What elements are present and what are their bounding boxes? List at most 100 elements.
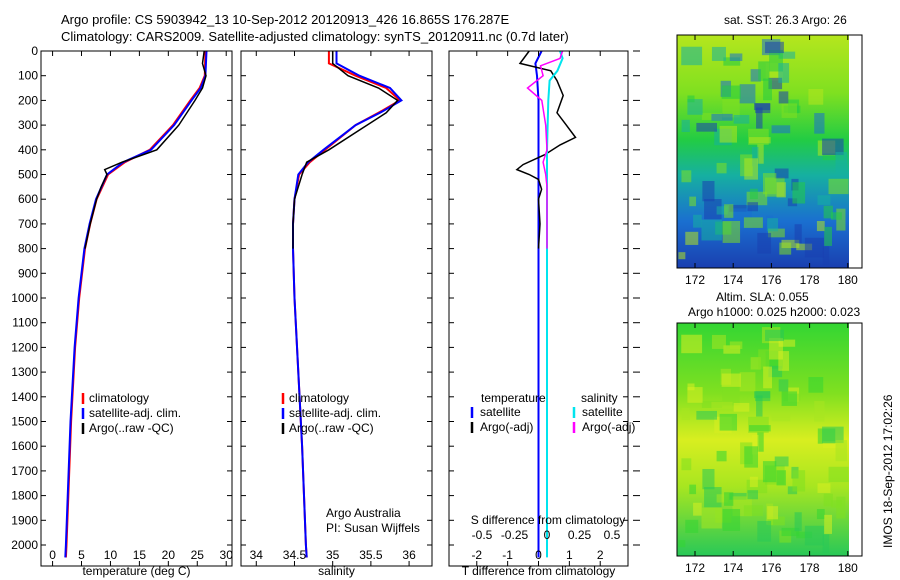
sla-map-title-2: Argo h1000: 0.025 h2000: 0.023 bbox=[688, 305, 861, 319]
map-cell bbox=[678, 252, 686, 260]
map-cell bbox=[701, 219, 722, 241]
map-cell bbox=[716, 206, 728, 215]
map-cell bbox=[817, 195, 831, 205]
lon-tick-label: 172 bbox=[685, 273, 705, 287]
map-cell bbox=[719, 413, 738, 431]
map-cell bbox=[711, 401, 733, 409]
map-cell bbox=[729, 341, 743, 350]
x-tick-label: 35 bbox=[326, 548, 340, 562]
map-cell bbox=[823, 493, 833, 507]
map-cell bbox=[689, 196, 697, 207]
title-line-2: Climatology: CARS2009. Satellite-adjuste… bbox=[61, 29, 569, 44]
plot-frame bbox=[240, 50, 433, 567]
lon-tick-label: 180 bbox=[838, 273, 858, 287]
map-cell bbox=[689, 484, 697, 495]
map-cell bbox=[711, 113, 733, 121]
map-cell bbox=[774, 168, 789, 179]
y-tick-label: 1200 bbox=[11, 340, 38, 354]
map-cell bbox=[754, 391, 771, 399]
map-cell bbox=[767, 228, 785, 238]
map-cell bbox=[750, 69, 761, 82]
map-cell bbox=[808, 89, 824, 105]
map-cell bbox=[721, 85, 741, 99]
legend-salinity-title: salinity bbox=[581, 391, 618, 405]
x-tick-label: 36 bbox=[402, 548, 416, 562]
map-cell bbox=[681, 458, 692, 471]
legend-label: satellite bbox=[582, 405, 623, 419]
legend-temperature-title: temperature bbox=[481, 391, 546, 405]
map-cell bbox=[804, 237, 824, 258]
map-cell bbox=[822, 138, 844, 156]
map-cell bbox=[733, 114, 750, 124]
y-tick-label: 400 bbox=[18, 143, 38, 157]
series-argo-raw-qc- bbox=[292, 51, 399, 249]
lon-tick-label: 176 bbox=[761, 273, 781, 287]
y-tick-label: 1000 bbox=[11, 291, 38, 305]
map-cell bbox=[823, 205, 833, 219]
x-axis-label: salinity bbox=[318, 564, 355, 578]
y-tick-label: 1400 bbox=[11, 390, 38, 404]
map-cell bbox=[747, 202, 759, 212]
map-cell bbox=[750, 357, 761, 370]
map-cell bbox=[778, 63, 790, 83]
map-cell bbox=[796, 531, 813, 539]
map-cell bbox=[830, 212, 842, 220]
map-cell bbox=[678, 540, 686, 548]
map-cell bbox=[687, 95, 695, 103]
series-satellite-adj-clim- bbox=[64, 50, 208, 558]
map-cell bbox=[762, 173, 777, 195]
map-cell bbox=[768, 365, 783, 378]
map-cell bbox=[778, 351, 790, 371]
map-cell bbox=[693, 502, 702, 516]
map-cell bbox=[722, 99, 740, 118]
y-tick-label: 1100 bbox=[12, 316, 38, 330]
map-cell bbox=[794, 512, 802, 532]
map-cell bbox=[781, 391, 797, 406]
map-cell bbox=[822, 153, 845, 161]
legend-label: climatology bbox=[89, 391, 149, 405]
map-cell bbox=[804, 525, 824, 546]
y-tick-label: 2000 bbox=[11, 538, 38, 552]
map-cell bbox=[743, 505, 763, 516]
map-cell bbox=[716, 450, 727, 462]
x-tick-label: -2 bbox=[471, 548, 482, 562]
legend-label: satellite-adj. clim. bbox=[89, 406, 181, 420]
legend-label: climatology bbox=[289, 391, 349, 405]
x-tick-label: 25 bbox=[191, 548, 205, 562]
map-cell bbox=[767, 506, 779, 520]
map-cell bbox=[758, 61, 770, 81]
map-cell bbox=[681, 170, 692, 183]
y-tick-label: 0 bbox=[31, 44, 38, 58]
map-cell bbox=[749, 476, 758, 488]
map-cell bbox=[754, 103, 771, 111]
series-argo-raw-qc- bbox=[84, 50, 207, 249]
map-cell bbox=[792, 470, 806, 492]
map-cell bbox=[696, 410, 718, 420]
map-cell bbox=[748, 425, 771, 432]
map-cell bbox=[722, 508, 741, 531]
map-cell bbox=[763, 366, 772, 389]
map-cell bbox=[778, 339, 796, 347]
s-axis-label: S difference from climatology bbox=[471, 513, 626, 527]
map-cell bbox=[729, 204, 747, 212]
map-cell bbox=[835, 440, 847, 462]
y-tick-label: 1500 bbox=[11, 415, 38, 429]
y-tick-label: 300 bbox=[18, 118, 38, 132]
series-t-satellite bbox=[534, 50, 543, 558]
map-cell bbox=[771, 125, 791, 134]
title-line-1: Argo profile: CS 5903942_13 10-Sep-2012 … bbox=[61, 12, 510, 27]
lon-tick-label: 178 bbox=[800, 561, 820, 575]
map-cell bbox=[768, 77, 783, 90]
map-cell bbox=[723, 345, 741, 354]
map-cell bbox=[816, 221, 825, 232]
x-tick-label: 0 bbox=[535, 548, 542, 562]
lon-tick-label: 176 bbox=[761, 561, 781, 575]
y-tick-label: 100 bbox=[18, 69, 38, 83]
map-cell bbox=[685, 519, 699, 533]
map-cell bbox=[776, 470, 786, 486]
legend-label: satellite bbox=[480, 405, 521, 419]
map-cell bbox=[724, 492, 734, 506]
x-tick-label: 15 bbox=[133, 548, 147, 562]
series-climatology bbox=[292, 51, 402, 558]
credit-label: IMOS 18-Sep-2012 17:02:26 bbox=[881, 394, 895, 548]
